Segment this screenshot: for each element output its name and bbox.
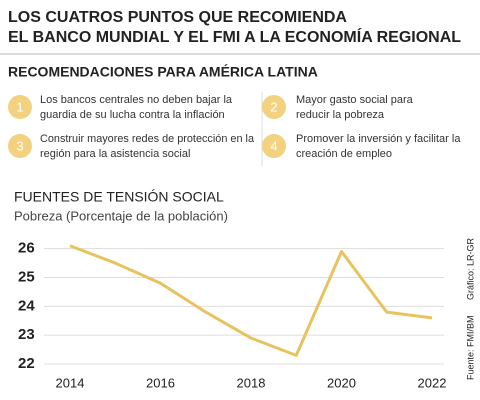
y-tick-label: 22	[18, 355, 35, 372]
y-tick-label: 26	[18, 240, 35, 257]
x-tick-label: 2020	[327, 375, 356, 390]
number-badge	[8, 134, 32, 158]
x-tick-label: 2022	[418, 375, 447, 390]
y-tick-label: 23	[18, 326, 35, 343]
recommendation-text: guardia de su lucha contra la inflación	[40, 109, 225, 121]
credit: Gráfico: LR-GR	[465, 237, 475, 300]
chart-title: FUENTES DE TENSIÓN SOCIAL	[14, 189, 224, 205]
recommendation-text: Promover la inversión y facilitar la	[296, 133, 461, 145]
recommendation-text: Construir mayores redes de protección en…	[40, 133, 255, 145]
number-badge	[8, 95, 32, 119]
recommendation-text: Los bancos centrales no deben bajar la	[40, 94, 233, 106]
chart-subtitle: Pobreza (Porcentaje de la población)	[14, 208, 228, 223]
source: Fuente: FMI/BM	[465, 315, 475, 380]
subtitle: RECOMENDACIONES PARA AMÉRICA LATINA	[8, 64, 318, 80]
badge-number: 2	[270, 99, 277, 114]
y-tick-label: 25	[18, 268, 35, 285]
recommendation-text: creación de empleo	[296, 148, 392, 160]
recommendation-text: región para la asistencia social	[40, 148, 190, 160]
y-tick-label: 24	[18, 297, 35, 314]
x-tick-label: 2016	[146, 375, 175, 390]
x-tick-label: 2014	[56, 375, 85, 390]
number-badge	[262, 95, 286, 119]
badge-number: 4	[270, 138, 277, 153]
data-line	[69, 244, 433, 357]
badge-number: 3	[16, 138, 23, 153]
badge-number: 1	[16, 99, 23, 114]
number-badge	[262, 134, 286, 158]
recommendation-text: Mayor gasto social para	[296, 94, 414, 106]
recommendation-text: reducir la pobreza	[296, 109, 385, 121]
x-tick-label: 2018	[237, 375, 266, 390]
title-line: EL BANCO MUNDIAL Y EL FMI A LA ECONOMÍA …	[8, 27, 461, 46]
title-line: LOS CUATROS PUNTOS QUE RECOMIENDA	[8, 9, 347, 26]
